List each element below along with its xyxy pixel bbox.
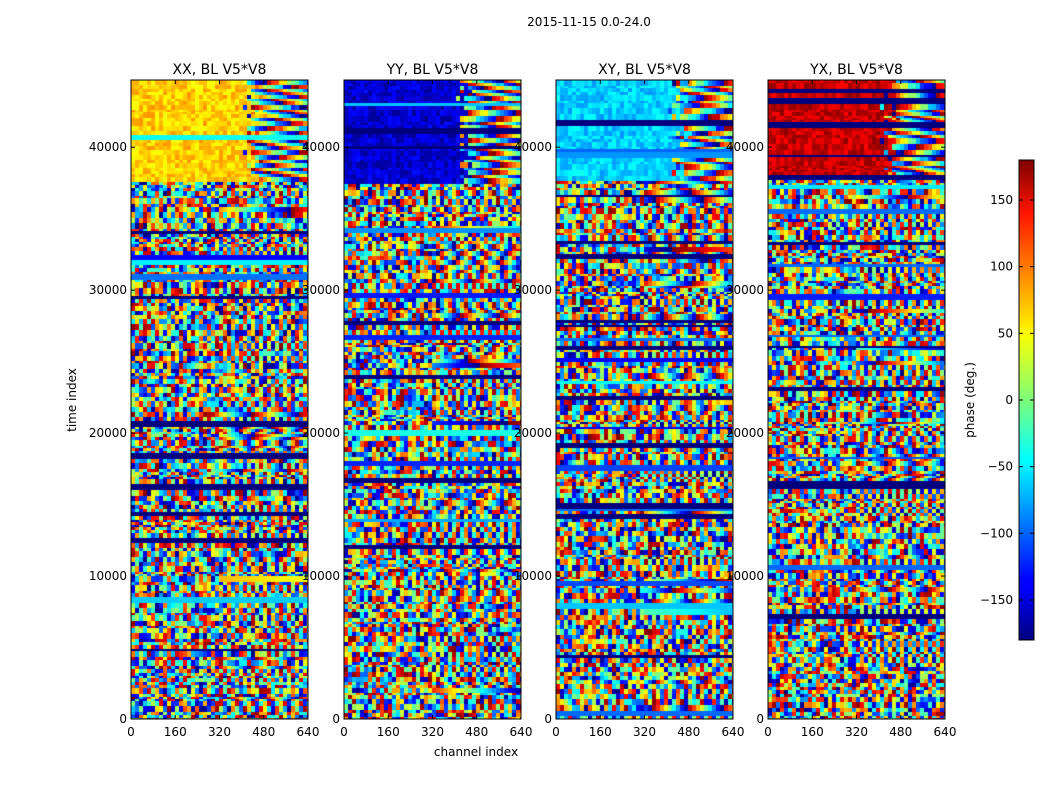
y-tick-label: 0	[756, 712, 764, 726]
x-tick-label: 160	[801, 725, 824, 739]
y-tick-label: 40000	[89, 140, 127, 154]
heatmap-image-xy	[556, 80, 733, 719]
x-tick-label: 480	[465, 725, 488, 739]
x-tick-label: 160	[589, 725, 612, 739]
y-tick-label: 0	[332, 712, 340, 726]
panel-title: XY, BL V5*V8	[598, 62, 691, 78]
x-tick-label: 480	[677, 725, 700, 739]
panel-title: YX, BL V5*V8	[809, 62, 903, 78]
x-tick-label: 160	[377, 725, 400, 739]
panel-yx: YX, BL V5*V8 0 160 320 480 640 0 10000 20000 3000…	[726, 62, 957, 739]
x-tick-label: 0	[552, 725, 560, 739]
panels: XX, BL V5*V8 0 160 320 480 640 0 10000 20000 3000…	[89, 62, 957, 739]
x-tick-label: 320	[421, 725, 444, 739]
figure: 2015-11-15 0.0-24.0 XX, BL V5*V8 0 160 320 4…	[0, 0, 1050, 800]
y-tick-label: 40000	[726, 140, 764, 154]
colorbar-tick-label: −100	[980, 526, 1013, 540]
y-tick-label: 10000	[302, 569, 340, 583]
x-tick-label: 480	[252, 725, 275, 739]
y-tick-label: 30000	[89, 283, 127, 297]
y-axis-label: time index	[65, 368, 79, 432]
x-tick-label: 640	[510, 725, 533, 739]
x-axis-label: channel index	[434, 745, 518, 759]
y-tick-label: 10000	[89, 569, 127, 583]
heatmap-image-xx	[131, 80, 308, 719]
heatmap-image-yy	[344, 80, 521, 719]
panel-xy: XY, BL V5*V8 0 160 320 480 640 0 10000 20000 3000…	[514, 62, 745, 739]
y-tick-label: 30000	[302, 283, 340, 297]
x-tick-label: 480	[889, 725, 912, 739]
y-tick-label: 40000	[302, 140, 340, 154]
y-tick-label: 10000	[514, 569, 552, 583]
y-tick-label: 40000	[514, 140, 552, 154]
y-tick-label: 20000	[302, 426, 340, 440]
y-tick-label: 10000	[726, 569, 764, 583]
x-tick-label: 640	[297, 725, 320, 739]
x-tick-label: 640	[722, 725, 745, 739]
y-tick-label: 20000	[89, 426, 127, 440]
panel-yy: YY, BL V5*V8 0 160 320 480 640 0 10000 20000 3000…	[302, 62, 533, 739]
colorbar-tick-label: −150	[980, 593, 1013, 607]
y-tick-label: 30000	[726, 283, 764, 297]
x-tick-label: 0	[764, 725, 772, 739]
colorbar-tick-label: 50	[998, 326, 1013, 340]
x-tick-label: 0	[127, 725, 135, 739]
panel-xx: XX, BL V5*V8 0 160 320 480 640 0 10000 20000 3000…	[89, 62, 320, 739]
colorbar-tick-label: 0	[1005, 393, 1013, 407]
y-tick-label: 20000	[726, 426, 764, 440]
colorbar-tick-label: −50	[988, 460, 1013, 474]
x-tick-label: 640	[934, 725, 957, 739]
y-tick-label: 20000	[514, 426, 552, 440]
colorbar: 150 100 50 0 −50 −100 −150 phase (deg.)	[963, 160, 1034, 640]
y-tick-label: 30000	[514, 283, 552, 297]
colorbar-label: phase (deg.)	[963, 362, 977, 438]
x-tick-label: 320	[845, 725, 868, 739]
x-tick-label: 0	[340, 725, 348, 739]
x-tick-label: 160	[164, 725, 187, 739]
y-tick-label: 0	[544, 712, 552, 726]
colorbar-tick-label: 150	[990, 193, 1013, 207]
x-tick-label: 320	[633, 725, 656, 739]
panel-title: XX, BL V5*V8	[173, 62, 267, 78]
heatmap-image-yx	[768, 80, 945, 719]
panel-title: YY, BL V5*V8	[386, 62, 479, 78]
figure-title: 2015-11-15 0.0-24.0	[527, 15, 651, 29]
colorbar-tick-label: 100	[990, 260, 1013, 274]
y-tick-label: 0	[119, 712, 127, 726]
x-tick-label: 320	[208, 725, 231, 739]
